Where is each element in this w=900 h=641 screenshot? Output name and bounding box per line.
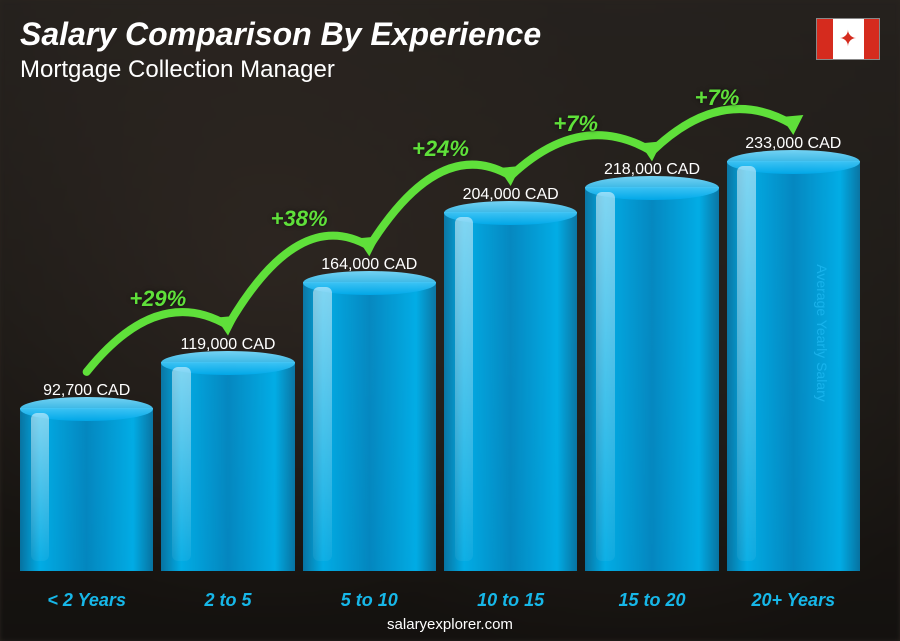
x-label: 15 to 20 — [585, 590, 718, 611]
x-label: < 2 Years — [20, 590, 153, 611]
bar-2: 164,000 CAD — [303, 256, 436, 571]
bar-5: 233,000 CAD — [727, 135, 860, 571]
bar-rect — [727, 161, 860, 571]
bar-rect — [444, 212, 577, 571]
chart-title: Salary Comparison By Experience — [20, 16, 541, 53]
x-label: 5 to 10 — [303, 590, 436, 611]
canada-flag-icon: ✦ — [816, 18, 880, 60]
bar-4: 218,000 CAD — [585, 161, 718, 571]
bar-rect — [20, 408, 153, 571]
x-label: 10 to 15 — [444, 590, 577, 611]
bar-rect — [161, 362, 294, 571]
bar-chart: 92,700 CAD119,000 CAD164,000 CAD204,000 … — [20, 120, 860, 571]
x-label: 2 to 5 — [161, 590, 294, 611]
chart-subtitle: Mortgage Collection Manager — [20, 56, 335, 84]
bar-rect — [303, 282, 436, 571]
chart-container: Salary Comparison By Experience Mortgage… — [0, 0, 900, 641]
x-label: 20+ Years — [727, 590, 860, 611]
bar-3: 204,000 CAD — [444, 186, 577, 571]
bar-rect — [585, 187, 718, 571]
source-label: salaryexplorer.com — [0, 616, 900, 633]
delta-label: +7% — [695, 85, 740, 111]
bar-0: 92,700 CAD — [20, 382, 153, 571]
bar-1: 119,000 CAD — [161, 336, 294, 571]
x-axis-labels: < 2 Years 2 to 5 5 to 10 10 to 15 15 to 20 20… — [20, 590, 860, 611]
